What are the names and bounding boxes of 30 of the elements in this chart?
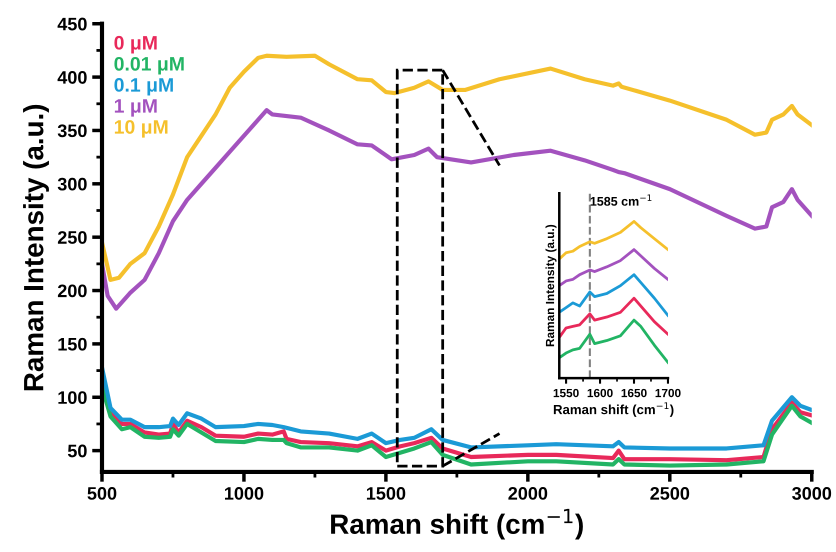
x-tick-label: 1550 [554,388,579,398]
y-tick-label: 400 [58,71,87,84]
series-label: 10 μM [114,120,168,138]
y-tick-label: 200 [58,284,87,298]
x-tick-label: 1700 [656,388,681,398]
text: 1 μM [114,99,157,117]
text: 0 μM [114,36,157,54]
line-series [102,365,812,451]
x-axis-title: Raman shift (cm$^{−1}$) [554,402,674,417]
ref-line-label: 1585 cm$^{−1}$ [590,194,652,206]
x-axis-title: Raman shift (cm$^{−1}$) [331,508,583,540]
y-tick-label: 450 [58,18,87,30]
y-tick-label: 150 [58,338,87,351]
x-tick-label: 500 [87,487,116,500]
y-axis-title: Raman Intensity (a.u.) [546,224,557,346]
text: 0.1 μM [114,78,173,96]
x-tick-label: 1500 [366,487,406,500]
x-tick-label: 2000 [508,487,548,500]
x-tick-label: 1000 [225,487,264,500]
y-axis-title: Raman Intensity (a.u.) [23,104,49,390]
y-tick-label: 100 [58,391,87,404]
y-tick-label: 300 [58,178,87,191]
y-tick-label: 350 [58,124,87,138]
y-tick-label: 250 [58,231,87,244]
x-tick-label: 1600 [588,388,613,398]
x-tick-label: 2500 [650,487,690,500]
x-tick-label: 3000 [792,487,832,500]
x-tick-label: 1650 [622,388,647,398]
text: 0.01 μM [114,56,184,74]
y-tick-label: 50 [68,444,87,458]
